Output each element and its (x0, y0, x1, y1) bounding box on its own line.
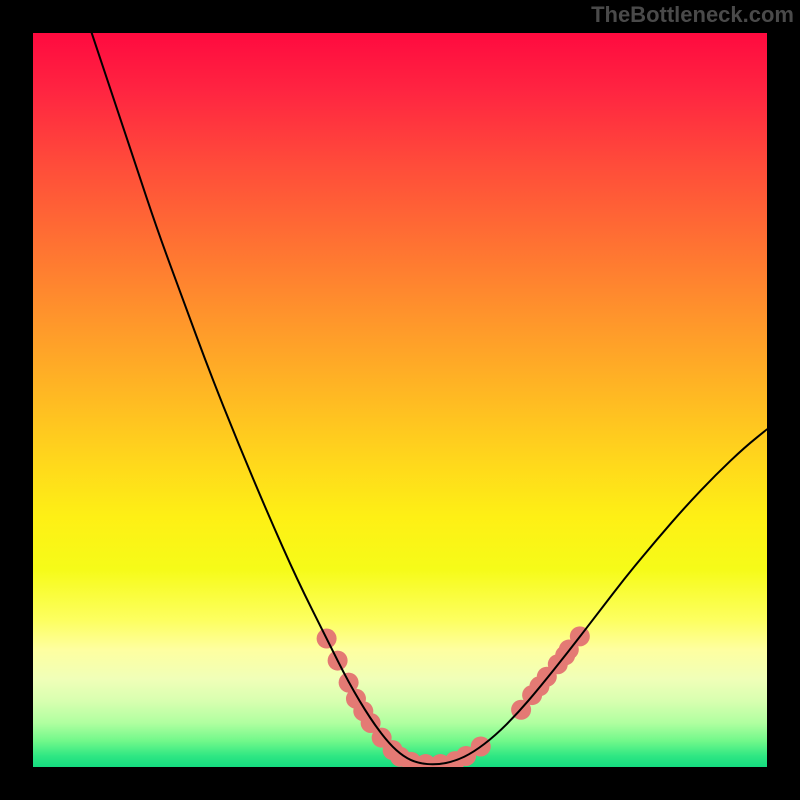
watermark-label: TheBottleneck.com (591, 2, 794, 28)
chart-container: TheBottleneck.com (0, 0, 800, 800)
bottleneck-curve (92, 33, 767, 764)
curve-layer (33, 33, 767, 767)
plot-area (33, 33, 767, 767)
